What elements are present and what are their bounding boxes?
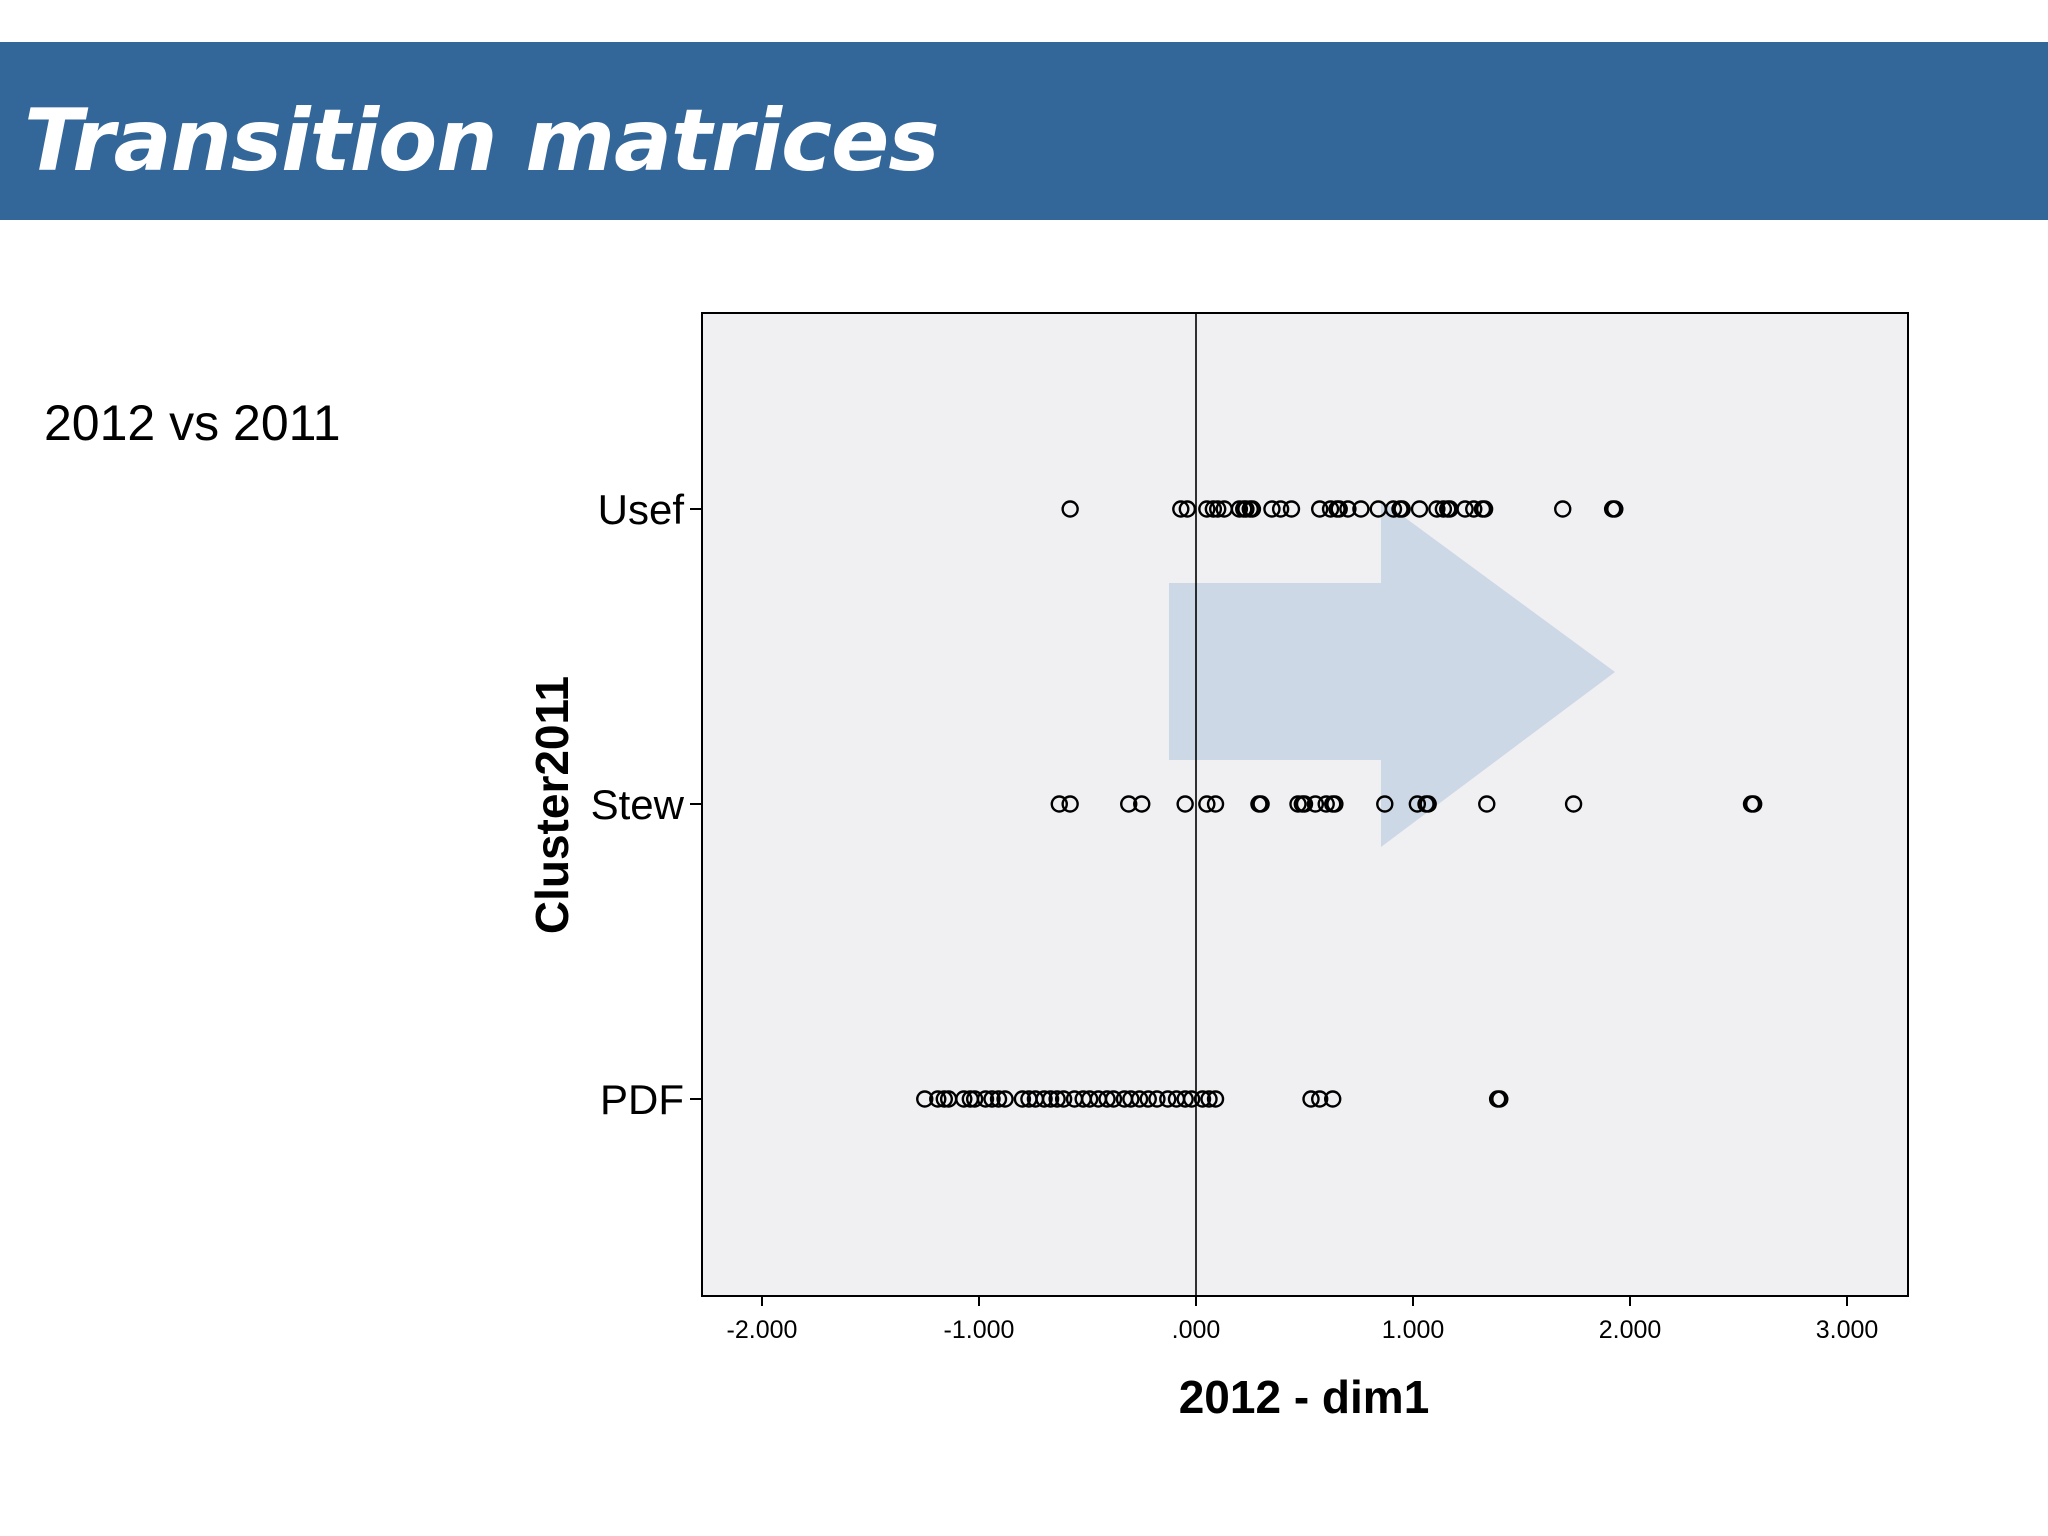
- data-point-pdf: [1098, 1090, 1116, 1108]
- data-point-usef: [1352, 500, 1370, 518]
- data-point-pdf: [1193, 1090, 1212, 1108]
- data-point-usef: [1384, 500, 1403, 518]
- data-point-pdf: [1182, 1090, 1201, 1108]
- data-point-usef: [1263, 500, 1281, 518]
- y-tick-label: PDF: [600, 1076, 684, 1123]
- data-point-usef: [1178, 500, 1197, 518]
- x-tick-label: .000: [1172, 1316, 1221, 1344]
- y-tick-label: Usef: [598, 486, 685, 533]
- data-point-usef: [1243, 500, 1262, 518]
- data-point-pdf: [1302, 1090, 1320, 1108]
- x-tick-label: 1.000: [1382, 1316, 1445, 1344]
- data-point-usef: [1282, 500, 1301, 518]
- data-point-stew: [1252, 795, 1270, 813]
- data-point-pdf: [929, 1090, 947, 1108]
- data-point-stew: [1408, 795, 1427, 813]
- x-tick-label: -1.000: [944, 1316, 1015, 1344]
- x-tick-label: -2.000: [727, 1316, 798, 1344]
- data-point-usef: [1410, 500, 1429, 518]
- data-point-usef: [1330, 500, 1348, 518]
- data-point-pdf: [1200, 1090, 1218, 1108]
- data-point-pdf: [996, 1090, 1014, 1108]
- right-arrow-shape: [1169, 500, 1615, 847]
- data-point-usef: [1456, 500, 1474, 518]
- data-point-usef: [1061, 500, 1079, 518]
- data-point-usef: [1271, 500, 1290, 518]
- data-point-pdf: [1159, 1090, 1177, 1108]
- data-point-stew: [1564, 795, 1583, 813]
- data-point-pdf: [1310, 1090, 1329, 1108]
- y-axis-title: Cluster2011: [526, 676, 578, 934]
- x-tick-label: 2.000: [1599, 1316, 1662, 1344]
- data-point-usef: [1475, 500, 1494, 518]
- data-point-pdf: [1176, 1090, 1194, 1108]
- data-point-stew: [1317, 795, 1335, 813]
- data-point-stew: [1744, 795, 1763, 813]
- data-point-usef: [1321, 500, 1340, 518]
- data-point-pdf: [1130, 1090, 1149, 1108]
- data-point-usef: [1172, 500, 1190, 518]
- data-point-pdf: [1139, 1090, 1157, 1108]
- data-point-pdf: [1104, 1090, 1123, 1108]
- y-tick-label: Stew: [591, 781, 685, 828]
- data-point-pdf: [916, 1090, 934, 1108]
- data-point-pdf: [1080, 1090, 1099, 1108]
- data-point-usef: [1198, 500, 1216, 518]
- data-point-pdf: [983, 1090, 1001, 1108]
- data-point-usef: [1554, 500, 1572, 518]
- data-point-pdf: [1148, 1090, 1166, 1108]
- data-point-pdf: [1041, 1090, 1060, 1108]
- data-point-pdf: [1206, 1090, 1225, 1108]
- data-point-usef: [1339, 500, 1357, 518]
- data-point-stew: [1120, 795, 1138, 813]
- data-point-pdf: [1054, 1090, 1073, 1108]
- data-point-usef: [1428, 500, 1446, 518]
- data-point-pdf: [976, 1090, 995, 1108]
- data-point-usef: [1208, 500, 1227, 518]
- data-point-pdf: [1122, 1090, 1140, 1108]
- data-point-stew: [1206, 795, 1225, 813]
- data-point-stew: [1306, 795, 1325, 813]
- data-point-pdf: [1048, 1090, 1066, 1108]
- data-point-pdf: [955, 1090, 973, 1108]
- data-point-usef: [1465, 500, 1483, 518]
- data-point-stew: [1326, 795, 1344, 813]
- data-point-pdf: [1324, 1090, 1342, 1108]
- data-point-stew: [1376, 795, 1394, 813]
- data-point-stew: [1198, 795, 1216, 813]
- data-point-usef: [1393, 500, 1411, 518]
- data-point-stew: [1478, 795, 1496, 813]
- data-point-pdf: [1491, 1090, 1509, 1108]
- data-point-stew: [1176, 795, 1194, 813]
- x-axis-title: 2012 - dim1: [1179, 1371, 1430, 1423]
- data-point-stew: [1295, 795, 1314, 813]
- data-point-pdf: [1013, 1090, 1032, 1108]
- data-point-pdf: [989, 1090, 1008, 1108]
- data-point-usef: [1310, 500, 1329, 518]
- data-point-usef: [1606, 500, 1624, 518]
- data-point-stew: [1419, 795, 1437, 813]
- slide-subtitle: 2012 vs 2011: [44, 395, 341, 451]
- title-bar: [0, 42, 2048, 220]
- data-point-stew: [1061, 795, 1079, 813]
- data-point-stew: [1050, 795, 1068, 813]
- data-point-pdf: [965, 1090, 984, 1108]
- data-point-pdf: [1035, 1090, 1053, 1108]
- slide-title: Transition matrices: [24, 91, 940, 191]
- x-tick-label: 3.000: [1816, 1316, 1879, 1344]
- data-point-stew: [1133, 795, 1151, 813]
- plot-area: [701, 312, 1909, 1297]
